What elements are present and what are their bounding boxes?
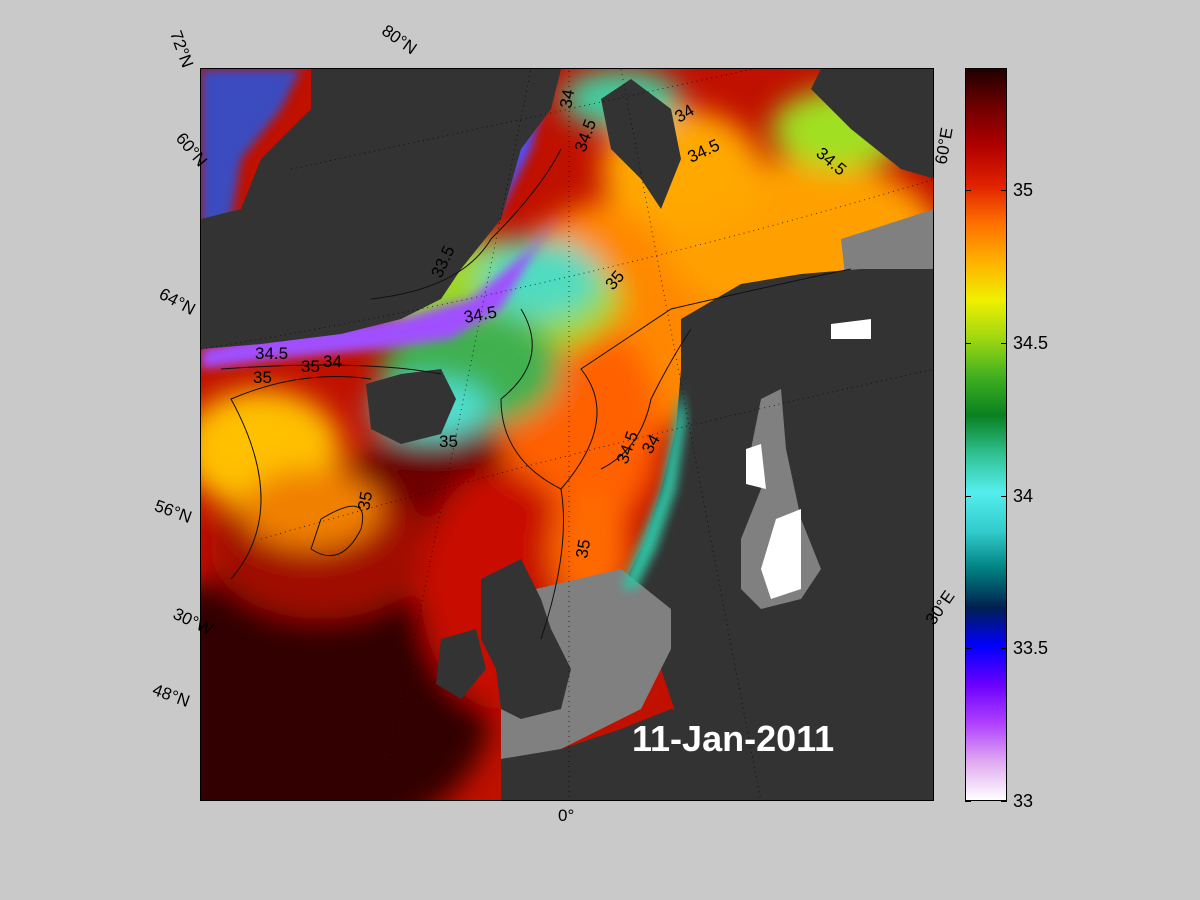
colorbar-tick-mark [965,801,971,802]
map-canvas: 34 34.5 34 34.5 34.5 33.5 35 34.5 34.5 3… [201,69,933,800]
contour-label: 35 [439,432,458,451]
lon-label-60e: 60°E [931,126,957,166]
contour-label: 34.5 [255,344,288,363]
contour-label: 35 [572,538,594,560]
land-greenland [201,69,561,349]
colorbar-tick-mark [965,342,971,344]
lat-label-64n: 64°N [155,284,199,319]
contour-label: 35 [354,490,376,512]
colorbar-tick-mark [965,495,971,497]
colorbar [965,68,1007,801]
colorbar-tick-mark [1001,190,1007,192]
lat-label-56n: 56°N [152,496,195,527]
land-europe [501,709,761,800]
contours [220,148,852,640]
colorbar-tick-label: 34.5 [1013,332,1049,353]
colorbar-tick-label: 33.5 [1013,638,1049,659]
colorbar-tick-mark [1001,648,1007,650]
colorbar-tick-label: 35 [1013,180,1034,201]
colorbar-tick-mark [965,190,971,192]
colorbar-tick-label: 33 [1013,791,1034,811]
land-great-britain [481,559,571,719]
lat-label-72n: 72°N [166,28,197,71]
contour-label: 34 [323,352,342,371]
lat-label-80n: 80°N [378,20,421,59]
contour-label: 34 [556,88,578,110]
salinity-map: 34 34.5 34 34.5 34.5 33.5 35 34.5 34.5 3… [200,68,934,801]
land-svalbard [601,79,681,209]
contour-label: 35 [253,368,272,387]
colorbar-tick-mark [1001,342,1007,344]
colorbar-tick-mark [965,648,971,650]
land-novaya-zemlya [811,69,933,179]
colorbar-tick-mark [1001,495,1007,497]
land-ireland [436,629,486,699]
land-iceland [366,369,456,444]
graticule [201,69,933,800]
colorbar-tick-label: 34 [1013,485,1034,506]
contour-label: 35 [301,357,320,376]
colorbar-tick-mark [1001,801,1007,802]
date-label: 11-Jan-2011 [632,718,835,759]
lat-label-48n: 48°N [150,680,193,711]
lon-label-0: 0° [558,806,575,825]
